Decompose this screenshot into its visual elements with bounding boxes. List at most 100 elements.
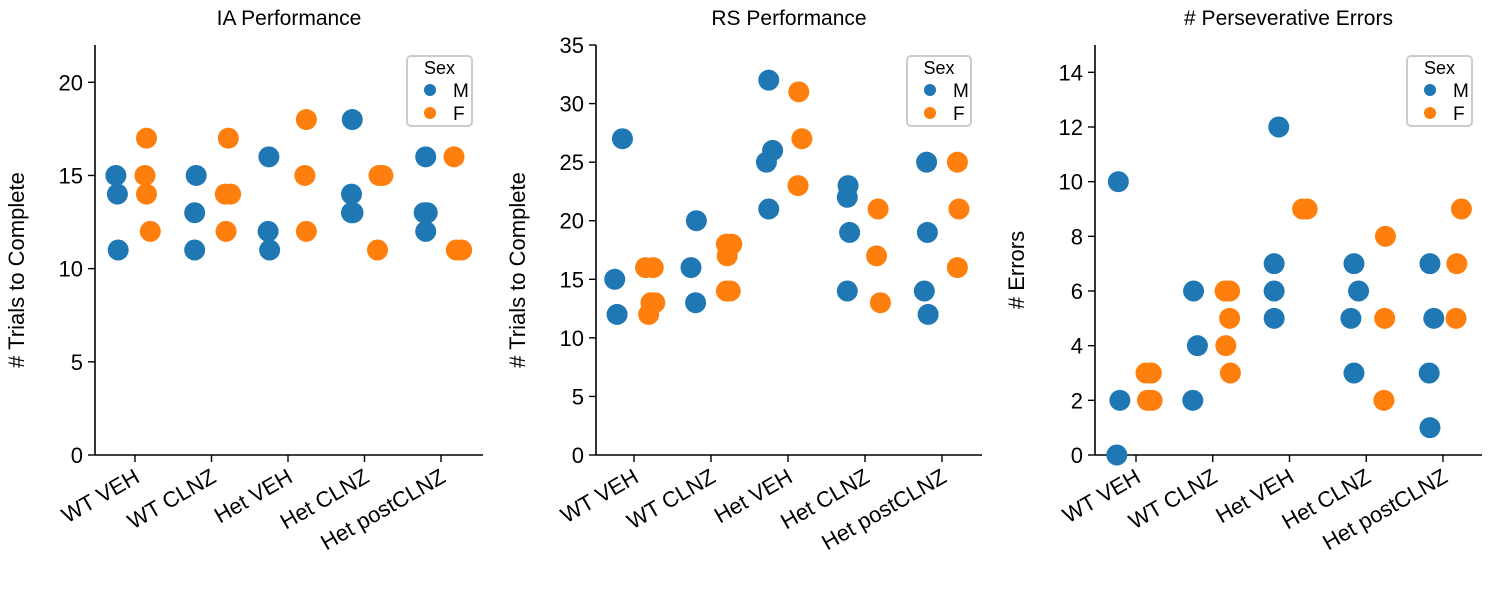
y-tick-label: 5 (572, 384, 584, 409)
data-point-m (685, 210, 707, 232)
data-point-f (719, 280, 741, 302)
data-point-m (1343, 362, 1365, 384)
data-point-f (869, 292, 891, 314)
legend-label-m: M (1453, 81, 1469, 102)
y-tick-label: 20 (59, 70, 83, 95)
data-point-m (758, 198, 780, 220)
data-point-m (1183, 280, 1205, 302)
data-point-m (184, 239, 206, 261)
legend: Sex MF (406, 55, 473, 127)
data-point-f (1219, 307, 1241, 329)
legend-label-m: M (953, 81, 969, 102)
data-point-f (1140, 362, 1162, 384)
y-tick-label: 10 (59, 257, 83, 282)
data-point-f (1296, 198, 1318, 220)
y-axis-label: # Trials to Complete (4, 172, 29, 368)
data-point-m (685, 292, 707, 314)
data-point-f (139, 220, 161, 242)
data-point-m (1419, 253, 1441, 275)
data-point-f (1219, 280, 1241, 302)
chart-title: IA Performance (217, 7, 362, 30)
y-tick-label: 10 (1059, 170, 1083, 195)
data-point-m (257, 220, 279, 242)
y-tick-label: 15 (560, 267, 584, 292)
y-tick-label: 0 (572, 443, 584, 468)
data-point-m (258, 146, 280, 168)
data-point-f (788, 81, 810, 103)
legend-marker-m (1424, 84, 1436, 96)
data-point-m (1419, 417, 1441, 439)
data-point-m (1263, 253, 1285, 275)
data-point-m (259, 239, 281, 261)
data-point-m (1418, 362, 1440, 384)
x-tick-label: WT CLNZ (623, 464, 720, 534)
data-point-m (916, 151, 938, 173)
data-point-f (791, 128, 813, 150)
data-point-f (135, 127, 157, 149)
y-tick-label: 20 (560, 209, 584, 234)
y-tick-label: 8 (1071, 224, 1083, 249)
data-point-f (451, 239, 473, 261)
data-point-m (340, 183, 362, 205)
chart-title: RS Performance (711, 7, 866, 30)
data-point-f (1374, 225, 1396, 247)
data-point-m (916, 221, 938, 243)
data-point-f (134, 164, 156, 186)
legend-box (406, 55, 473, 127)
x-tick-label: WT CLNZ (123, 464, 220, 534)
data-point-m (1340, 307, 1362, 329)
data-point-f (1445, 307, 1467, 329)
data-point-f (867, 198, 889, 220)
data-point-m (105, 164, 127, 186)
data-point-f (135, 183, 157, 205)
legend-marker-f (424, 107, 436, 119)
data-point-f (443, 146, 465, 168)
data-point-f (217, 127, 239, 149)
data-point-m (917, 303, 939, 325)
data-point-m (1109, 389, 1131, 411)
data-point-f (1374, 307, 1396, 329)
data-point-m (1348, 280, 1370, 302)
data-point-m (1186, 335, 1208, 357)
data-point-m (342, 202, 364, 224)
data-point-f (367, 239, 389, 261)
data-point-m (758, 69, 780, 91)
data-point-f (1450, 198, 1472, 220)
data-point-m (606, 303, 628, 325)
data-point-m (913, 280, 935, 302)
data-point-m (106, 183, 128, 205)
legend-title: Sex (923, 58, 954, 78)
data-point-f (787, 175, 809, 197)
data-point-m (1268, 116, 1290, 138)
data-point-m (341, 109, 363, 131)
legend-box (1406, 55, 1473, 127)
data-point-m (415, 220, 437, 242)
legend: Sex MF (906, 55, 972, 127)
data-point-m (415, 146, 437, 168)
y-tick-label: 30 (560, 92, 584, 117)
data-point-f (220, 183, 242, 205)
data-point-m (107, 239, 129, 261)
data-point-m (604, 268, 626, 290)
legend-label-f: F (1453, 104, 1465, 125)
data-point-f (1219, 362, 1241, 384)
chart-panel-1: IA Performance 0 5 10 15 20 # Trials to Comple… (4, 7, 483, 555)
chart-title: # Perseverative Errors (1184, 7, 1393, 30)
chart-panel-2: RS Performance 0 5 10 15 20 25 30 35 # Trials to … (505, 7, 982, 555)
data-point-m (680, 257, 702, 279)
data-point-m (836, 280, 858, 302)
data-point-f (1215, 335, 1237, 357)
data-point-m (1107, 171, 1129, 193)
data-point-f (1373, 389, 1395, 411)
legend-marker-f (924, 107, 936, 119)
data-point-m (755, 151, 777, 173)
data-point-m (185, 164, 207, 186)
legend-title: Sex (1424, 58, 1455, 78)
data-point-f (372, 164, 394, 186)
data-point-m (1106, 444, 1128, 466)
data-point-f (946, 257, 968, 279)
data-point-m (1343, 253, 1365, 275)
data-point-m (1423, 307, 1445, 329)
